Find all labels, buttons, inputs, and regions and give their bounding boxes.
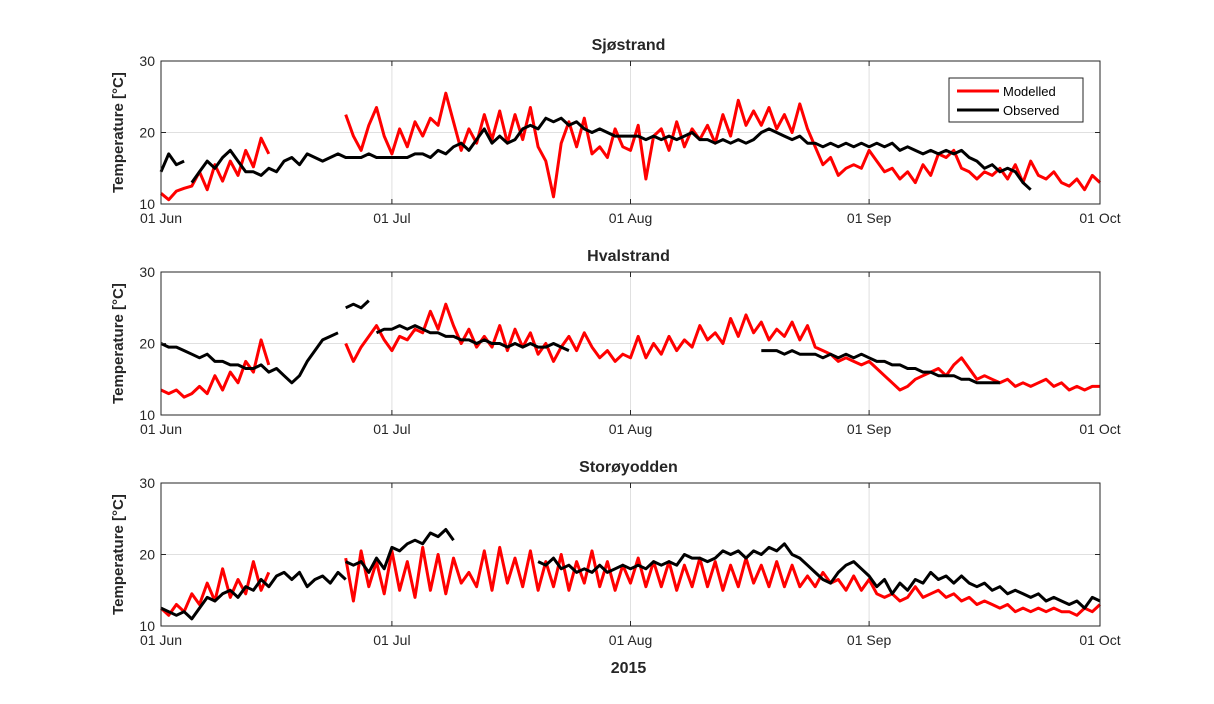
- y-tick-label: 30: [139, 264, 155, 280]
- y-axis-label: Temperature [°C]: [110, 72, 127, 193]
- x-tick-label: 01 Jun: [140, 421, 182, 437]
- x-tick-label: 01 Oct: [1079, 421, 1120, 437]
- chart-title: Sjøstrand: [592, 37, 666, 54]
- observed-line-segment: [190, 116, 1032, 191]
- x-tick-label: 01 Jun: [140, 210, 182, 226]
- observed-line-segment: [345, 528, 455, 574]
- series-modelled: [160, 91, 1102, 202]
- observed-line-segment: [537, 542, 1101, 610]
- modelled-line-segment: [344, 302, 1100, 392]
- observed-line-segment: [160, 570, 347, 621]
- modelled-line-segment: [160, 136, 271, 202]
- x-tick-label: 01 Jul: [373, 421, 410, 437]
- x-tick-label: 01 Jul: [373, 632, 410, 648]
- panels: 01 Jun 01 Jul 01 Aug 01 Sep 01 Oct 10 20 30 Sjøs…: [110, 37, 1121, 677]
- series-observed: [159, 116, 1032, 191]
- observed-line-segment: [345, 299, 370, 310]
- modelled-line-segment: [344, 545, 1102, 617]
- modelled-line-segment: [344, 91, 1102, 199]
- chart-title: Storøyodden: [579, 459, 678, 476]
- x-axis-label: 2015: [611, 660, 647, 677]
- legend-box: [948, 77, 1084, 123]
- observed-line-segment: [160, 331, 339, 385]
- legend: Modelled Observed: [948, 77, 1084, 123]
- chart-panel-2: 01 Jun 01 Jul 01 Aug 01 Sep 01 Oct 10 20 30 Hval…: [110, 248, 1121, 437]
- legend-label-modelled: Modelled: [1003, 84, 1056, 99]
- x-tick-label: 01 Sep: [847, 210, 892, 226]
- x-tick-label: 01 Jul: [373, 210, 410, 226]
- chart-panel-1: 01 Jun 01 Jul 01 Aug 01 Sep 01 Oct 10 20 30 Sjøs…: [110, 37, 1121, 226]
- chart-panel-3: 01 Jun 01 Jul 01 Aug 01 Sep 01 Oct 10 20 30 Stor…: [110, 459, 1121, 677]
- x-tick-label: 01 Aug: [609, 632, 653, 648]
- x-tick-label: 01 Jun: [140, 632, 182, 648]
- observed-line-segment: [159, 152, 185, 173]
- x-tick-label: 01 Aug: [609, 421, 653, 437]
- series-observed: [160, 299, 1000, 385]
- legend-label-observed: Observed: [1003, 103, 1059, 118]
- chart-title: Hvalstrand: [587, 248, 670, 265]
- y-axis-label: Temperature [°C]: [110, 494, 127, 615]
- x-tick-label: 01 Sep: [847, 421, 892, 437]
- y-axis-label: Temperature [°C]: [110, 283, 127, 404]
- y-tick-label: 30: [139, 475, 155, 491]
- y-tick-label: 10: [139, 196, 155, 212]
- y-tick-label: 20: [139, 336, 155, 352]
- observed-line-segment: [375, 324, 570, 352]
- x-tick-label: 01 Oct: [1079, 210, 1120, 226]
- series-observed: [160, 528, 1101, 621]
- observed-line-segment: [761, 349, 1000, 385]
- y-tick-label: 20: [139, 125, 155, 141]
- y-tick-label: 10: [139, 618, 155, 634]
- y-tick-label: 10: [139, 407, 155, 423]
- y-tick-label: 30: [139, 53, 155, 69]
- x-tick-label: 01 Sep: [847, 632, 892, 648]
- x-tick-label: 01 Oct: [1079, 632, 1120, 648]
- y-tick-label: 20: [139, 547, 155, 563]
- x-tick-label: 01 Aug: [609, 210, 653, 226]
